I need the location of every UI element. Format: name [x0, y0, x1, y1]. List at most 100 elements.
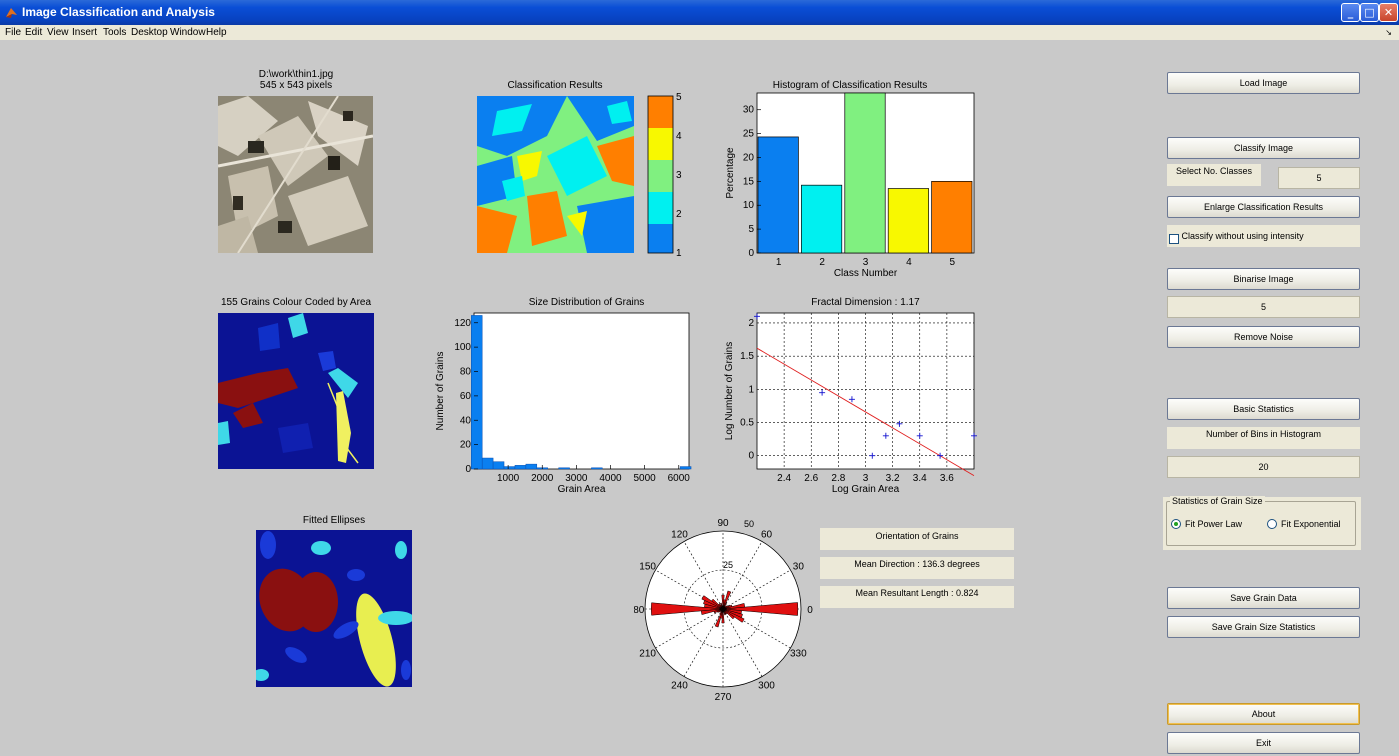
grain-stats-group: Statistics of Grain Size Fit Power Law F… [1163, 496, 1361, 550]
ellipses-title: Fitted Ellipses [302, 515, 366, 526]
size-dist-x-tick: 3000 [565, 473, 588, 484]
load-image-button[interactable]: Load Image [1167, 72, 1360, 94]
remove-noise-button[interactable]: Remove Noise [1167, 326, 1360, 348]
size-dist-bar [481, 457, 494, 470]
size-dist-x-tick: 5000 [634, 473, 657, 484]
histogram-y-tick: 5 [748, 224, 754, 235]
menu-edit[interactable]: Edit [25, 27, 43, 38]
histogram-bar [757, 136, 799, 254]
colorbar-tick-3: 3 [676, 170, 682, 181]
menu-tools[interactable]: Tools [103, 27, 127, 38]
close-button[interactable]: ✕ [1379, 3, 1398, 22]
histogram-y-tick: 30 [743, 105, 755, 116]
size-dist-x-tick: 2000 [531, 473, 554, 484]
enlarge-results-button[interactable]: Enlarge Classification Results [1167, 196, 1360, 218]
histogram-x-tick: 5 [950, 257, 956, 268]
grains-title: 155 Grains Colour Coded by Area [220, 297, 372, 308]
rose-spoke [683, 541, 763, 677]
fractal-point [971, 432, 977, 439]
rose-radial-label: 25 [723, 560, 733, 570]
histogram-x-tick: 1 [776, 257, 782, 268]
fit-exponential-radio[interactable] [1267, 519, 1277, 529]
fractal-x-tick: 2.6 [804, 473, 818, 484]
menu-view[interactable]: View [47, 27, 69, 38]
histogram-x-tick: 3 [863, 257, 869, 268]
fractal-y-tick: 2 [748, 318, 754, 329]
chevron-icon[interactable]: ↘ [1385, 28, 1392, 37]
classify-without-intensity-checkbox[interactable] [1169, 233, 1179, 244]
fractal-point [754, 313, 760, 320]
menu-file[interactable]: File [5, 27, 22, 38]
size-dist-bar [514, 465, 527, 470]
histogram-title: Histogram of Classification Results [773, 80, 928, 91]
size-dist-x-tick: 6000 [668, 473, 691, 484]
fit-exponential-label: Fit Exponential [1281, 519, 1341, 529]
rose-petal [722, 608, 743, 618]
size-dist-y-tick: 40 [460, 415, 472, 426]
select-classes-input[interactable]: 5 [1278, 167, 1360, 189]
original-image [218, 96, 373, 253]
size-dist-bar [558, 467, 570, 470]
fractal-fit-line [756, 347, 975, 477]
exit-button[interactable]: Exit [1167, 732, 1360, 754]
fractal-point [882, 432, 889, 439]
maximize-button[interactable]: □ [1360, 3, 1379, 22]
fit-power-law-radio[interactable] [1171, 519, 1181, 529]
rose-petal [721, 608, 725, 624]
colorbar-tick-1: 1 [676, 248, 682, 257]
histogram-y-tick: 20 [743, 152, 755, 163]
fractal-y-tick: 1.5 [740, 351, 754, 362]
classify-without-intensity-row: Classify without using intensity [1167, 225, 1360, 247]
fit-power-law-label: Fit Power Law [1185, 519, 1243, 529]
menu-desktop[interactable]: Desktop [131, 27, 168, 38]
rose-spoke [683, 541, 763, 677]
size-dist-bar [591, 467, 603, 470]
grains-image [218, 313, 374, 469]
size-dist-x-tick: 4000 [599, 473, 622, 484]
histogram-x-tick: 2 [819, 257, 825, 268]
matlab-icon [6, 8, 17, 18]
histogram-y-tick: 10 [743, 200, 755, 211]
save-grain-data-button[interactable]: Save Grain Data [1167, 587, 1360, 609]
binarise-threshold-input[interactable]: 5 [1167, 296, 1360, 318]
select-classes-label: Select No. Classes [1167, 164, 1261, 186]
fractal-point [937, 452, 944, 459]
rose-petal [721, 594, 725, 610]
fractal-x-tick: 2.4 [777, 473, 791, 484]
fractal-ylabel: Log Number of Grains [724, 342, 735, 440]
menu-window[interactable]: Window [170, 27, 206, 38]
menu-insert[interactable]: Insert [72, 27, 98, 38]
size-dist-x-tick: 1000 [497, 473, 520, 484]
about-button[interactable]: About [1167, 703, 1360, 725]
size-dist-y-tick: 20 [460, 440, 472, 451]
save-grain-size-statistics-button[interactable]: Save Grain Size Statistics [1167, 616, 1360, 638]
bins-input[interactable]: 20 [1167, 456, 1360, 478]
size-dist-bar [525, 463, 538, 470]
colorbar-tick-2: 2 [676, 209, 682, 220]
fractal-x-tick: 3.2 [886, 473, 900, 484]
rose-spoke [655, 569, 791, 649]
histogram-ylabel: Percentage [725, 147, 736, 199]
fractal-y-tick: 0.5 [740, 418, 754, 429]
ellipses-image [256, 530, 412, 687]
classify-image-button[interactable]: Classify Image [1167, 137, 1360, 159]
grain-stats-group-title: Statistics of Grain Size [1170, 496, 1265, 506]
orientation-rose-diagram: 90603003303002702402101801501202550 [634, 518, 813, 700]
size-dist-bar [503, 466, 516, 470]
fractal-point [819, 389, 826, 396]
rose-angle-label: 270 [715, 692, 732, 700]
minimize-button[interactable]: _ [1341, 3, 1360, 22]
basic-statistics-button[interactable]: Basic Statistics [1167, 398, 1360, 420]
size-dist-y-tick: 60 [460, 391, 472, 402]
size-dist-y-tick: 120 [454, 318, 471, 329]
menu-help[interactable]: Help [206, 27, 227, 38]
window-title: Image Classification and Analysis [22, 5, 215, 19]
fractal-point [869, 452, 876, 459]
rose-petal [722, 602, 799, 616]
histogram-bar [931, 181, 973, 254]
classification-image [477, 96, 634, 253]
binarise-image-button[interactable]: Binarise Image [1167, 268, 1360, 290]
size-dist-y-tick: 80 [460, 367, 472, 378]
rose-petal [703, 600, 724, 610]
rose-angle-label: 180 [634, 605, 645, 616]
